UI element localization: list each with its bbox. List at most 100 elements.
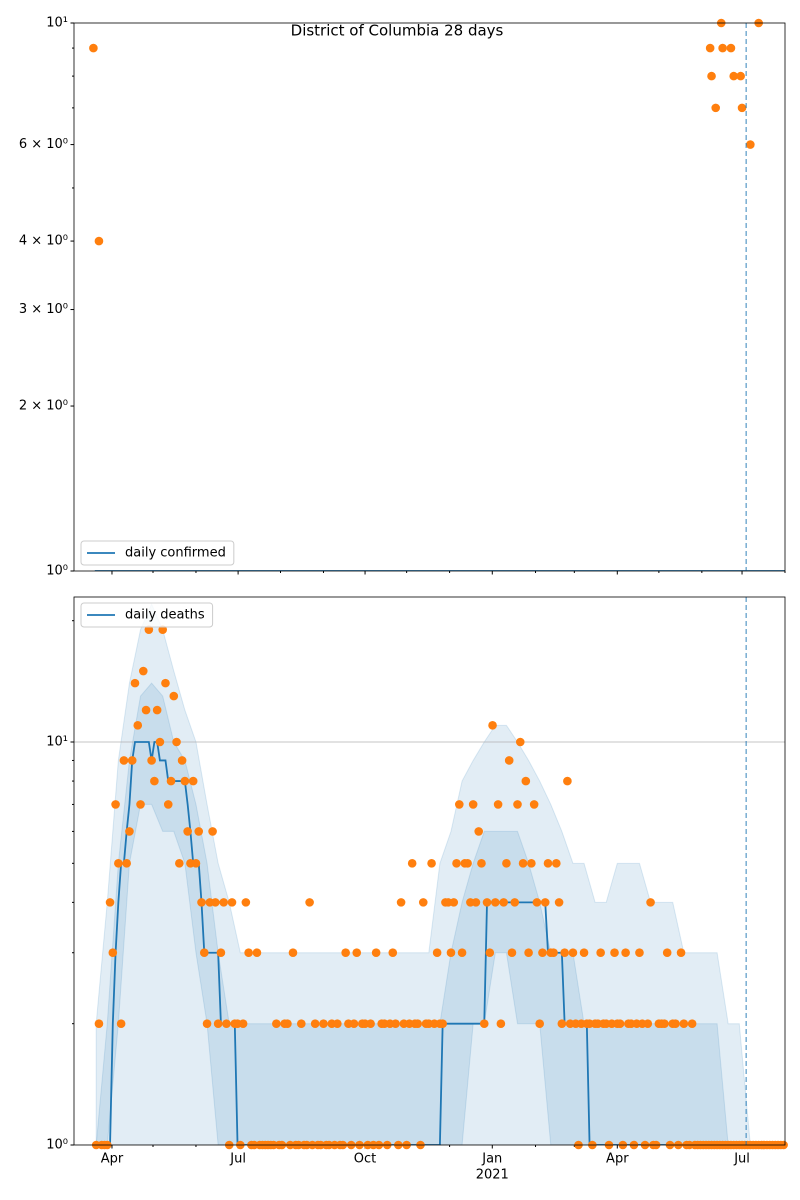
point [726,43,736,53]
point [662,948,672,958]
point [737,103,747,113]
point [388,948,398,958]
point [147,756,156,765]
point [477,859,486,868]
point [418,898,428,907]
chart-title: District of Columbia 28 days [291,22,504,40]
point [438,1019,447,1028]
point [474,827,484,836]
point [646,898,655,907]
legend-box [80,540,235,566]
point [252,948,262,958]
point [180,776,190,786]
point [216,948,226,958]
point [711,103,721,113]
y-tick-label: 4 × 10⁰ [19,234,68,249]
axes-frame [73,22,786,572]
point [94,1019,104,1028]
x-tick-label: Oct [354,1152,376,1167]
point [515,737,525,747]
point [172,737,181,747]
legend-box [80,602,214,628]
point [446,948,456,958]
point [687,1019,697,1028]
point [188,776,198,786]
point [341,948,350,958]
point [452,859,461,868]
point [175,859,184,868]
point [222,1019,231,1028]
point [471,898,481,907]
point [130,678,140,688]
point [305,898,314,907]
point [371,948,381,958]
point [199,948,209,958]
point [449,898,459,907]
point [554,898,564,907]
point [543,859,553,868]
point [502,859,511,868]
point [610,948,619,958]
point [407,859,417,868]
point [296,1019,306,1028]
point [676,948,686,958]
point [194,827,204,836]
point [116,1019,126,1028]
point [527,859,536,868]
point [202,1019,212,1028]
point [238,1019,248,1028]
point [746,140,755,149]
point [241,898,251,907]
point [396,898,406,907]
point [166,776,176,786]
point [705,43,715,53]
point [427,859,436,868]
point [227,898,237,907]
band [95,602,784,1145]
point [529,800,539,809]
point [549,948,558,958]
point [155,737,165,747]
point [635,948,644,958]
point [211,898,220,907]
point [108,948,118,958]
point [158,625,168,634]
point [491,898,500,907]
point [488,721,497,730]
x-tick-label: Jan [481,1152,502,1167]
point [144,625,154,634]
x-tick-label: Jul [733,1152,750,1167]
point [244,948,253,958]
point [643,1019,653,1028]
point [349,1019,359,1028]
point [510,898,520,907]
point [482,898,492,907]
point [177,756,187,765]
legend-label: daily deaths [125,608,205,623]
point [150,776,159,786]
point [563,776,572,786]
point [125,827,134,836]
point [538,948,547,958]
point [493,800,503,809]
point [366,1019,375,1028]
point [272,1019,281,1028]
point [213,1019,223,1028]
point [479,1019,489,1028]
point [138,666,148,676]
point [485,948,495,958]
x-tick-sublabel: 2021 [476,1168,509,1183]
point [671,1019,680,1028]
x-tick-label: Apr [101,1152,124,1167]
point [197,898,206,907]
point [352,948,362,958]
point [621,948,630,958]
point [518,859,528,868]
x-tick-label: Apr [606,1152,629,1167]
point [432,948,442,958]
point [552,859,561,868]
point [707,71,716,81]
point [615,1019,625,1028]
